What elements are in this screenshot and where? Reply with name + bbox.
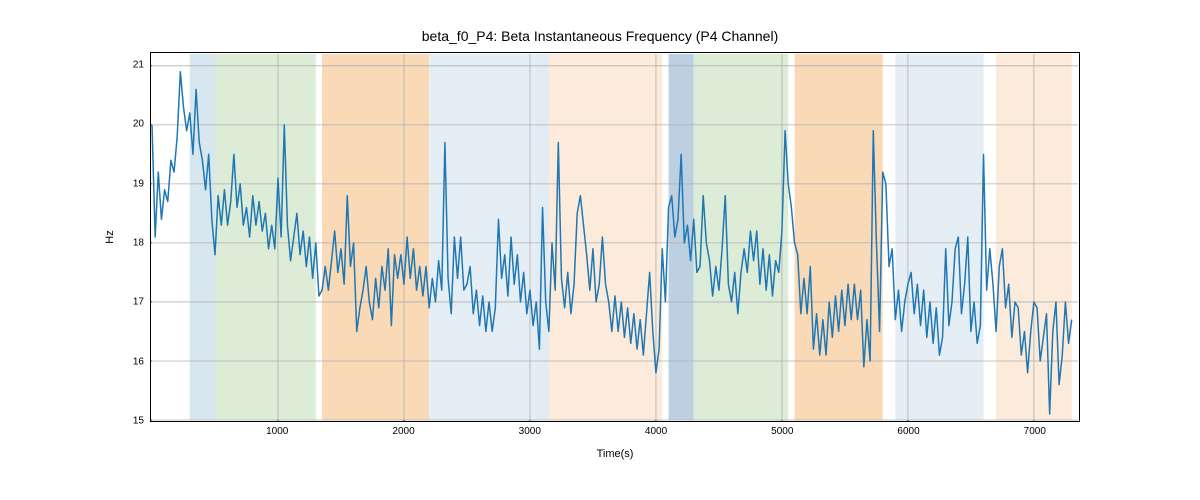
y-tick-label: 21 [133,59,144,70]
plot-svg [151,53,1079,421]
background-band [694,54,788,420]
figure: beta_f0_P4: Beta Instantaneous Frequency… [0,0,1200,500]
background-band [215,54,316,420]
background-band [669,54,694,420]
background-band [322,54,429,420]
y-tick-label: 18 [133,237,144,248]
x-tick-label: 3000 [519,426,541,437]
y-tick-label: 16 [133,356,144,367]
y-tick-label: 15 [133,416,144,427]
y-tick-label: 17 [133,297,144,308]
chart-title: beta_f0_P4: Beta Instantaneous Frequency… [0,28,1200,44]
x-axis-label: Time(s) [597,448,634,460]
y-axis-label: Hz [104,230,116,243]
background-band [549,54,662,420]
x-tick-label: 4000 [645,426,667,437]
x-tick-label: 5000 [771,426,793,437]
x-tick-label: 7000 [1024,426,1046,437]
y-tick-label: 19 [133,178,144,189]
x-tick-label: 1000 [266,426,288,437]
x-tick-label: 6000 [897,426,919,437]
y-tick-label: 20 [133,119,144,130]
x-tick-label: 2000 [392,426,414,437]
background-band [429,54,536,420]
background-band [895,54,983,420]
background-band [795,54,883,420]
background-band [190,54,215,420]
plot-area [150,52,1080,422]
